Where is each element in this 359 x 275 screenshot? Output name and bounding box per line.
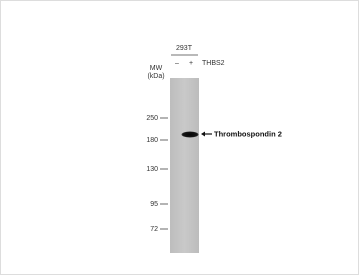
- marker-label: 95: [150, 201, 158, 208]
- cell-line: 293T: [176, 45, 193, 52]
- band-label: Thrombospondin 2: [214, 129, 282, 138]
- marker-label: 180: [146, 137, 158, 144]
- treatment: THBS2: [202, 60, 225, 67]
- page: {"header": {"cell_line": "293T", "lanes"…: [0, 0, 359, 275]
- blot-lane: [170, 78, 199, 253]
- protein-band: [182, 132, 199, 138]
- marker-label: 130: [146, 166, 158, 173]
- marker-label: 250: [146, 115, 158, 122]
- figure: 293T – + THBS2 MW (kDa) 250 180 130 95 72 Th…: [0, 0, 359, 275]
- lane-label: –: [175, 60, 179, 67]
- lane-label: +: [189, 60, 193, 67]
- mw-label: MW: [150, 65, 163, 72]
- mw-unit: (kDa): [147, 73, 164, 80]
- marker-label: 72: [150, 226, 158, 233]
